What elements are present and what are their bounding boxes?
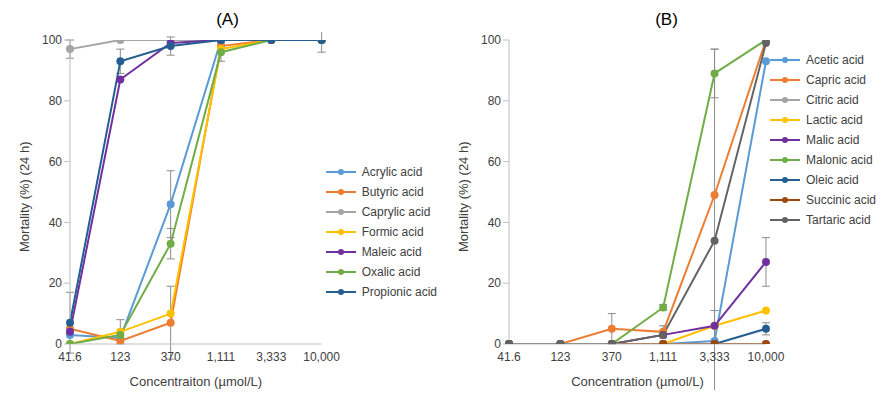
svg-text:60: 60 (49, 155, 63, 169)
html-text:Acrylic acid: Acrylic acid (361, 165, 423, 179)
html-text:Oxalic acid: Oxalic acid (361, 265, 421, 279)
html-text:Capric acid: Capric acid (806, 73, 866, 87)
svg-text:Concentration (µmol/L): Concentration (µmol/L) (571, 374, 704, 389)
svg-text:20: 20 (49, 276, 63, 290)
html-text:Citric acid: Citric acid (806, 93, 859, 107)
svg-text:Mortality (%) (24 h): Mortality (%) (24 h) (456, 141, 471, 252)
svg-text:80: 80 (49, 94, 63, 108)
html-text:(B): (B) (655, 10, 678, 29)
html-text:Lactic acid: Lactic acid (806, 113, 863, 127)
svg-text:0: 0 (494, 337, 501, 351)
svg-text:100: 100 (481, 33, 501, 47)
svg-text:Mortality (%) (24 h): Mortality (%) (24 h) (17, 141, 32, 252)
html-text:Malic acid: Malic acid (806, 133, 860, 147)
svg-text:3,333: 3,333 (700, 350, 730, 364)
svg-text:41.6: 41.6 (497, 350, 521, 364)
html-text:Malonic acid: Malonic acid (806, 153, 873, 167)
svg-text:41.6: 41.6 (58, 350, 82, 364)
svg-text:60: 60 (488, 155, 502, 169)
html-text:Acetic acid: Acetic acid (806, 53, 864, 67)
svg-text:40: 40 (488, 216, 502, 230)
html-text:Butyric acid: Butyric acid (361, 185, 424, 199)
html-text:Propionic acid: Propionic acid (361, 285, 437, 299)
html-text:Maleic acid: Maleic acid (361, 245, 422, 259)
svg-text:1,111: 1,111 (649, 350, 678, 364)
svg-text:123: 123 (550, 350, 570, 364)
svg-text:10,000: 10,000 (303, 350, 340, 364)
html-text:(A): (A) (216, 10, 239, 29)
svg-text:40: 40 (49, 216, 63, 230)
svg-text:80: 80 (488, 94, 502, 108)
svg-text:123: 123 (110, 350, 130, 364)
svg-text:1,111: 1,111 (207, 350, 236, 364)
html-text:Tartaric acid: Tartaric acid (806, 213, 871, 227)
html-text:Succinic acid: Succinic acid (806, 193, 876, 207)
svg-text:0: 0 (55, 337, 62, 351)
svg-text:3,333: 3,333 (256, 350, 286, 364)
svg-text:370: 370 (161, 350, 181, 364)
svg-text:100: 100 (42, 33, 62, 47)
svg-text:10,000: 10,000 (748, 350, 785, 364)
svg-text:Concentraiton (µmol/L): Concentraiton (µmol/L) (130, 374, 263, 389)
svg-text:370: 370 (602, 350, 622, 364)
html-text:Oleic acid: Oleic acid (806, 173, 859, 187)
html-text:Formic acid: Formic acid (361, 225, 424, 239)
svg-text:20: 20 (488, 276, 502, 290)
html-text:Caprylic acid: Caprylic acid (361, 205, 431, 219)
